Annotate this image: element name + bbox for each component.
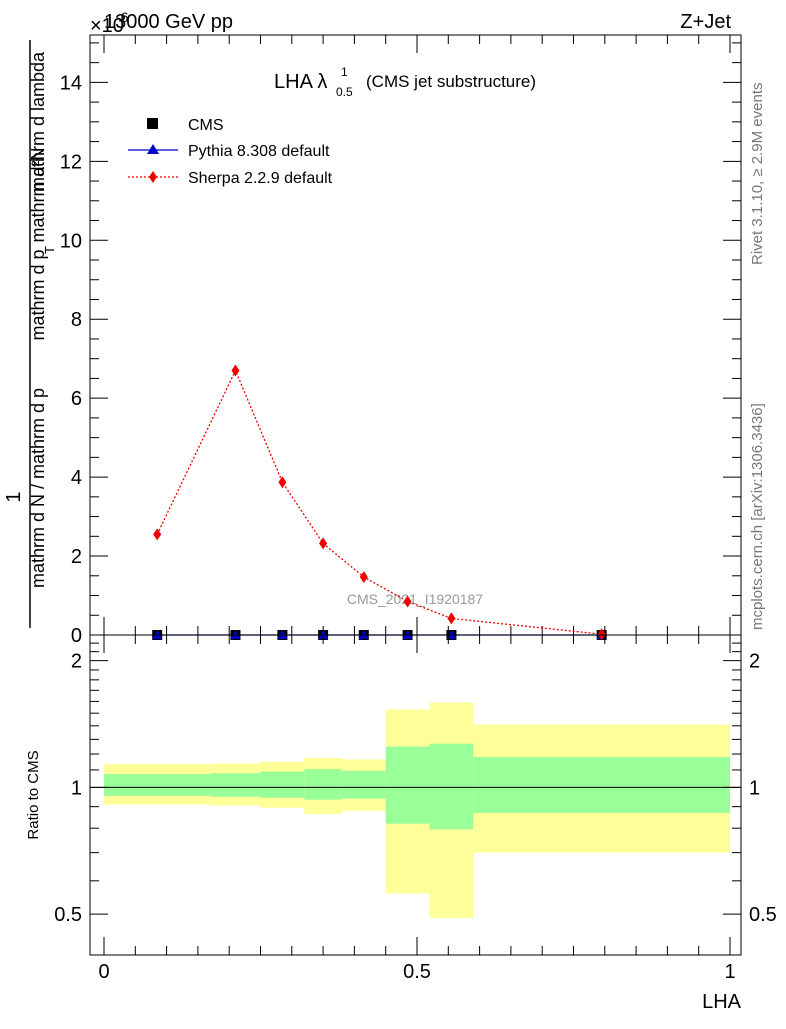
title-suffix: (CMS jet substructure): [366, 72, 536, 91]
ratio-band-inner: [473, 757, 730, 813]
ratio-band-inner: [385, 746, 430, 824]
ylabel-sub: T: [42, 246, 57, 254]
ylabel-mid: mathrm d p: [28, 249, 48, 340]
ratio-y-tick-label-right: 2: [749, 651, 760, 673]
analysis-watermark: CMS_2021_I1920187: [347, 591, 483, 607]
sherpa-line: [156, 368, 602, 635]
ratio-y-tick-label: 2: [71, 651, 82, 673]
ratio-ylabel: Ratio to CMS: [25, 750, 42, 839]
ratio-band-inner: [304, 769, 342, 800]
main-y-axis: 0 2 4 6 8 10 12 14: [60, 42, 741, 647]
ratio-band-inner: [429, 743, 474, 830]
y-tick-label: 8: [71, 309, 82, 331]
y-tick-label: 0: [71, 625, 82, 647]
sherpa-point: [403, 595, 412, 608]
x-axis-label: LHA: [702, 991, 742, 1013]
process-label: Z+Jet: [680, 11, 731, 33]
legend-cms-label: CMS: [188, 117, 224, 134]
energy-label: 13000 GeV pp: [104, 11, 233, 33]
x-tick-label: 1: [724, 961, 735, 983]
legend-sherpa-label: Sherpa 2.2.9 default: [188, 170, 333, 187]
legend-cms-marker: [147, 118, 158, 129]
sherpa-point: [231, 364, 240, 377]
y-tick-label: 6: [71, 388, 82, 410]
ylabel-den: mathrm d N / mathrm d p: [28, 388, 48, 588]
sherpa-point: [597, 628, 606, 641]
legend-pythia-marker: [147, 144, 159, 154]
ratio-y-tick-label-right: 0.5: [749, 904, 777, 926]
title-sup: 1: [341, 65, 348, 79]
y-tick-label: 10: [60, 230, 82, 252]
ylabel-num: 1: [3, 491, 25, 502]
ratio-panel-frame: [89, 634, 742, 956]
sherpa-point: [278, 476, 287, 489]
ylabel-top: mathrm d²N: [28, 147, 48, 242]
mcplots-label: mcplots.cern.ch [arXiv:1306.3436]: [749, 403, 766, 630]
ratio-band-inner: [210, 773, 261, 797]
sherpa-point: [319, 537, 328, 550]
rivet-label: Rivet 3.1.10, ≥ 2.9M events: [749, 83, 766, 266]
y-tick-label: 12: [60, 151, 82, 173]
ratio-y-tick-label-right: 1: [749, 777, 760, 799]
x-tick-label: 0: [98, 961, 109, 983]
exponent-label: ×10: [90, 15, 124, 37]
ratio-band-inner: [341, 770, 386, 799]
y-tick-label: 2: [71, 546, 82, 568]
title-sub: 0.5: [336, 85, 353, 99]
sherpa-point: [447, 612, 456, 625]
ratio-x-axis: 0 0.5 1: [98, 635, 736, 983]
y-tick-label: 14: [60, 72, 82, 94]
sherpa-point: [153, 528, 162, 541]
exponent-value: -6: [116, 9, 129, 25]
ratio-bands: [104, 702, 730, 918]
ratio-y-tick-label: 1: [71, 777, 82, 799]
legend-pythia-label: Pythia 8.308 default: [188, 143, 330, 160]
ratio-band-inner: [104, 774, 211, 796]
plot-title: LHA λ 1 0.5 (CMS jet substructure): [274, 65, 536, 99]
ratio-band-inner: [260, 771, 305, 798]
ylabel-rest: mathrm d lambda: [28, 51, 48, 192]
title-main: LHA λ: [274, 71, 327, 93]
legend: CMS Pythia 8.308 default Sherpa 2.2.9 de…: [128, 117, 333, 187]
legend-sherpa-marker: [149, 171, 157, 183]
main-ylabel: 1 mathrm d²N mathrm d lambda mathrm d p …: [3, 40, 57, 628]
ratio-y-axis: 0.5 0.5 1 1 2 2: [54, 642, 777, 956]
main-x-ticks: [103, 35, 731, 635]
y-tick-label: 4: [71, 467, 82, 489]
ratio-y-tick-label: 0.5: [54, 904, 82, 926]
x-tick-label: 0.5: [403, 961, 431, 983]
sherpa-point: [359, 570, 368, 583]
